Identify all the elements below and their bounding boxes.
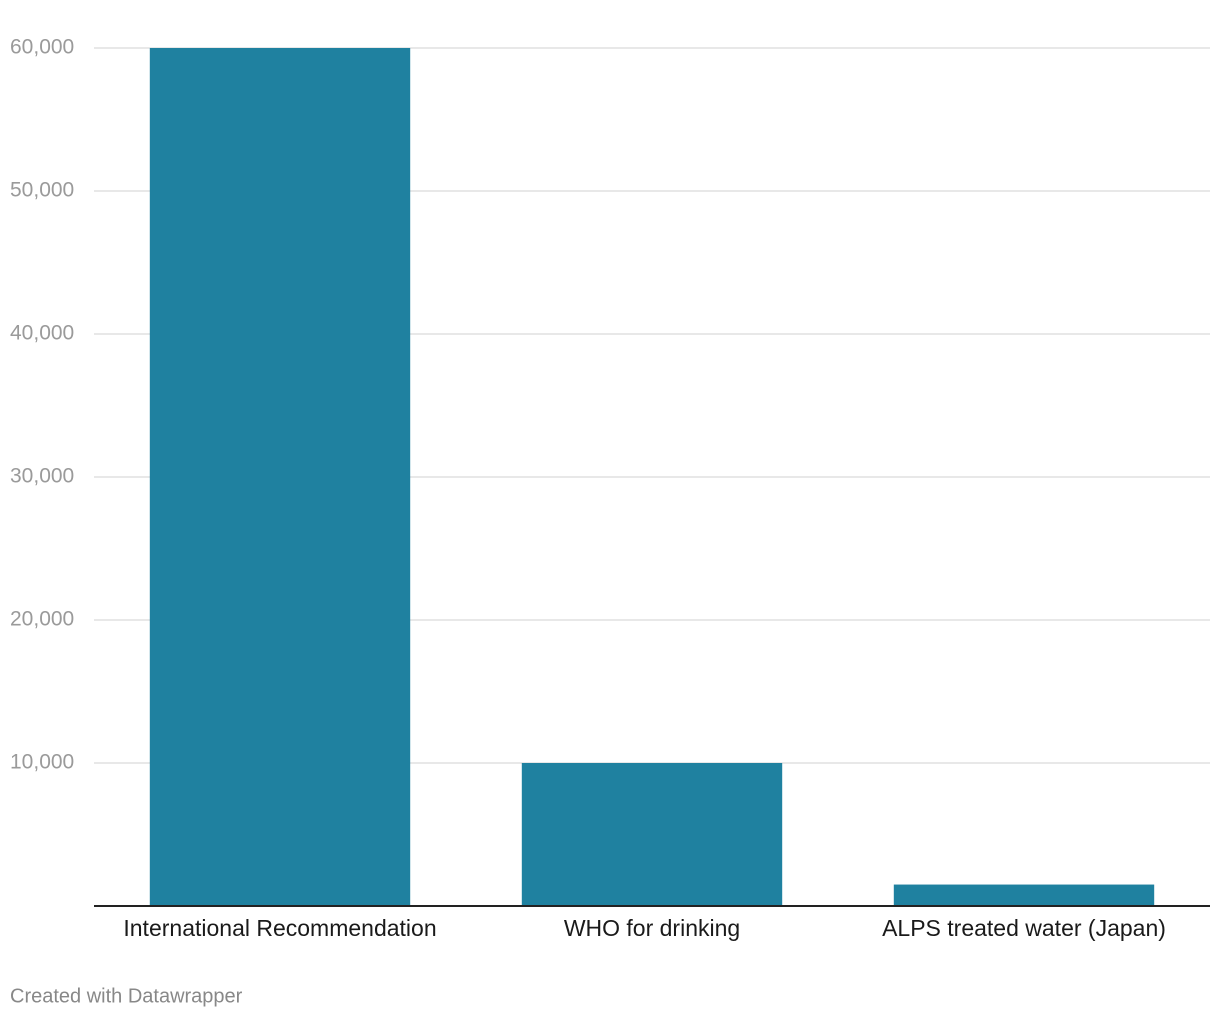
bar: [893, 884, 1155, 906]
y-tick-label: 50,000: [10, 179, 74, 202]
y-tick-label: 20,000: [10, 608, 74, 631]
footer: Created with Datawrapper: [10, 985, 243, 1007]
y-tick-label: 10,000: [10, 751, 74, 774]
bar: [149, 48, 411, 906]
y-tick-label: 60,000: [10, 36, 74, 59]
x-tick-label: WHO for drinking: [564, 915, 740, 941]
x-tick-label: ALPS treated water (Japan): [882, 915, 1166, 941]
y-tick-label: 30,000: [10, 465, 74, 488]
y-tick-label: 40,000: [10, 322, 74, 345]
bar: [521, 763, 783, 906]
x-tick-label: International Recommendation: [123, 915, 436, 941]
